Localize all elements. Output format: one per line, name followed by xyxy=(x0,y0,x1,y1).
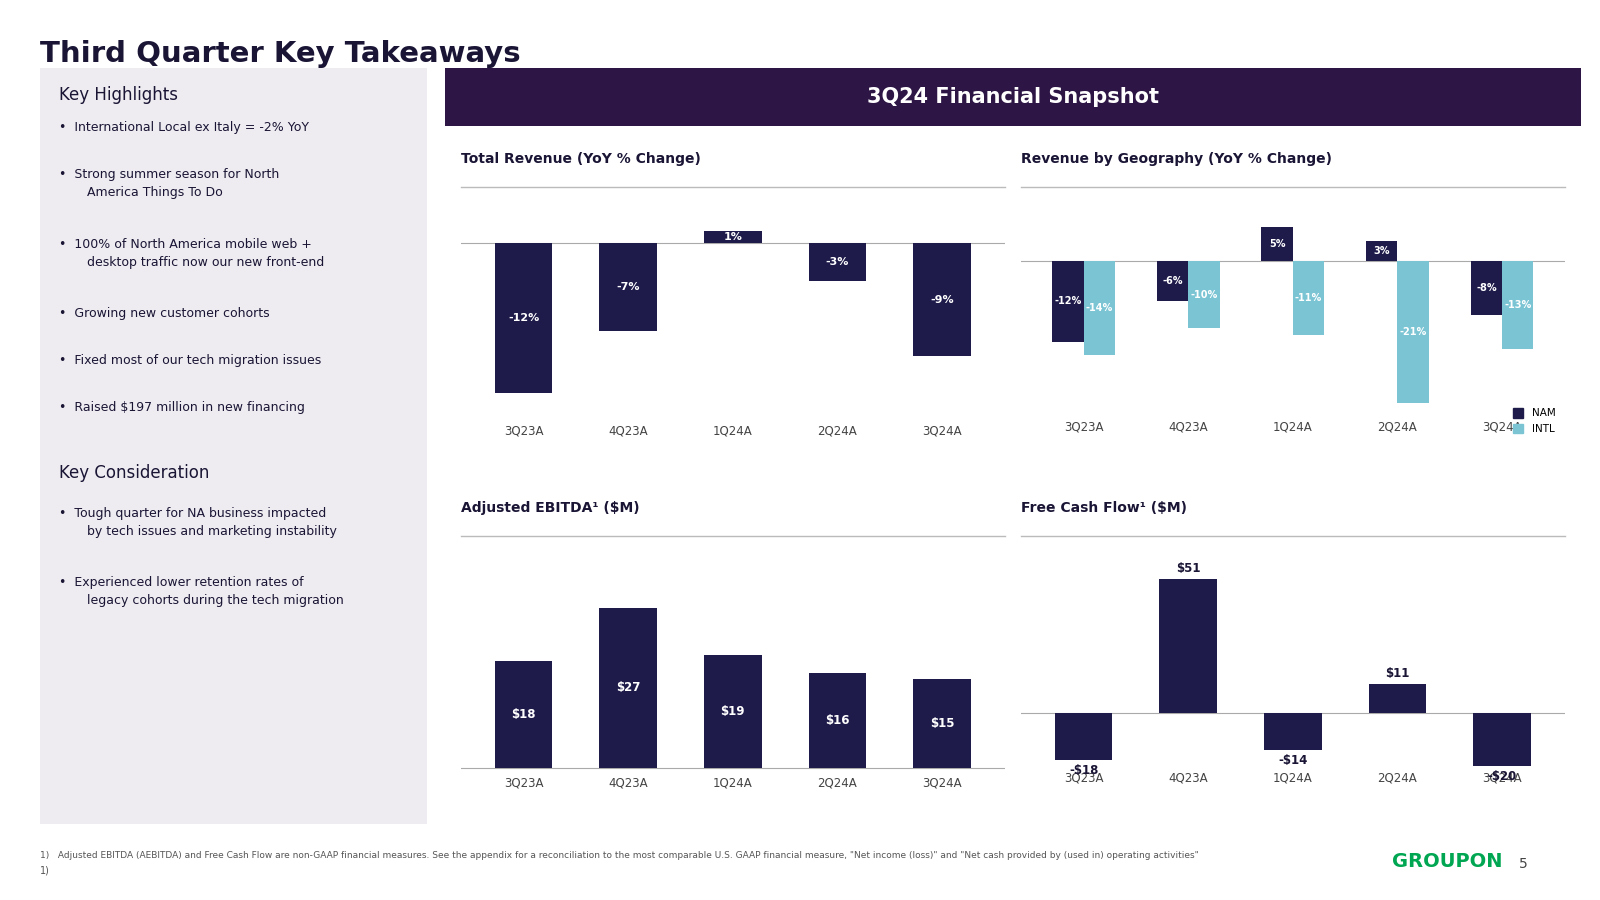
Text: Free Cash Flow¹ ($M): Free Cash Flow¹ ($M) xyxy=(1021,501,1187,515)
Text: $51: $51 xyxy=(1176,562,1200,575)
Bar xyxy=(1160,579,1218,713)
Text: 1)   Adjusted EBITDA (AEBITDA) and Free Cash Flow are non-GAAP financial measure: 1) Adjusted EBITDA (AEBITDA) and Free Ca… xyxy=(40,850,1198,860)
Bar xyxy=(704,231,762,243)
Text: -10%: -10% xyxy=(1190,290,1218,300)
Bar xyxy=(1397,261,1429,402)
Text: Revenue by Geography (YoY % Change): Revenue by Geography (YoY % Change) xyxy=(1021,152,1331,166)
Text: Key Highlights: Key Highlights xyxy=(59,86,178,104)
Bar xyxy=(600,243,658,331)
Text: •  Strong summer season for North
       America Things To Do: • Strong summer season for North America… xyxy=(59,168,280,199)
Text: -3%: -3% xyxy=(826,257,850,267)
Text: 4Q23A: 4Q23A xyxy=(608,424,648,437)
Text: 2Q24A: 2Q24A xyxy=(1378,420,1418,433)
Text: 4Q23A: 4Q23A xyxy=(608,776,648,789)
Text: $19: $19 xyxy=(720,706,746,718)
Text: 2Q24A: 2Q24A xyxy=(818,424,858,437)
Legend: NAM, INTL: NAM, INTL xyxy=(1509,404,1560,438)
Bar xyxy=(1502,261,1533,348)
Text: -11%: -11% xyxy=(1294,293,1322,303)
Bar xyxy=(494,662,552,769)
Bar xyxy=(600,608,658,769)
Text: -14%: -14% xyxy=(1086,303,1114,313)
Bar xyxy=(494,243,552,393)
Text: 4Q23A: 4Q23A xyxy=(1168,771,1208,784)
Bar xyxy=(808,673,866,769)
Text: -13%: -13% xyxy=(1504,300,1531,310)
Text: -9%: -9% xyxy=(930,294,954,304)
Text: •  100% of North America mobile web +
       desktop traffic now our new front-e: • 100% of North America mobile web + des… xyxy=(59,238,325,268)
Bar xyxy=(1368,684,1426,713)
Text: 1Q24A: 1Q24A xyxy=(1274,420,1312,433)
Text: Adjusted EBITDA¹ ($M): Adjusted EBITDA¹ ($M) xyxy=(461,501,640,515)
Bar xyxy=(1293,261,1325,335)
Text: •  Fixed most of our tech migration issues: • Fixed most of our tech migration issue… xyxy=(59,354,322,366)
Text: -$20: -$20 xyxy=(1488,770,1517,783)
Text: -6%: -6% xyxy=(1162,276,1182,286)
Bar xyxy=(1366,240,1397,261)
Text: -$18: -$18 xyxy=(1069,764,1098,778)
Text: 1Q24A: 1Q24A xyxy=(1274,771,1312,784)
Bar xyxy=(1470,261,1502,315)
Bar xyxy=(1474,713,1531,766)
Text: Key Consideration: Key Consideration xyxy=(59,464,210,482)
Text: $27: $27 xyxy=(616,681,640,695)
Text: 4Q23A: 4Q23A xyxy=(1168,420,1208,433)
Bar xyxy=(704,655,762,769)
Text: Total Revenue (YoY % Change): Total Revenue (YoY % Change) xyxy=(461,152,701,166)
Text: 3Q23A: 3Q23A xyxy=(504,776,544,789)
Text: 3Q23A: 3Q23A xyxy=(504,424,544,437)
Bar xyxy=(1054,713,1112,760)
Text: -12%: -12% xyxy=(1054,296,1082,307)
Text: 3Q24A: 3Q24A xyxy=(1482,771,1522,784)
Text: $16: $16 xyxy=(826,714,850,727)
Text: 1%: 1% xyxy=(723,232,742,242)
Text: 5: 5 xyxy=(1520,857,1528,871)
Text: 1): 1) xyxy=(40,866,50,876)
Bar xyxy=(1053,261,1083,342)
Text: •  Experienced lower retention rates of
       legacy cohorts during the tech mi: • Experienced lower retention rates of l… xyxy=(59,576,344,607)
Text: •  Raised $197 million in new financing: • Raised $197 million in new financing xyxy=(59,400,306,413)
Text: •  Growing new customer cohorts: • Growing new customer cohorts xyxy=(59,307,270,320)
Text: -7%: -7% xyxy=(616,283,640,293)
Bar xyxy=(1261,227,1293,261)
Text: -$14: -$14 xyxy=(1278,754,1307,767)
Text: 3Q24A: 3Q24A xyxy=(922,776,962,789)
Bar xyxy=(914,243,971,356)
Text: 3%: 3% xyxy=(1373,246,1390,256)
Text: 1Q24A: 1Q24A xyxy=(714,776,752,789)
Text: -21%: -21% xyxy=(1400,327,1427,337)
Text: $11: $11 xyxy=(1386,667,1410,680)
Text: 3Q23A: 3Q23A xyxy=(1064,771,1104,784)
Text: •  Tough quarter for NA business impacted
       by tech issues and marketing in: • Tough quarter for NA business impacted… xyxy=(59,507,338,537)
Text: -8%: -8% xyxy=(1477,283,1496,293)
Text: •  International Local ex Italy = -2% YoY: • International Local ex Italy = -2% YoY xyxy=(59,122,309,134)
Text: $15: $15 xyxy=(930,717,954,730)
Text: 3Q24A: 3Q24A xyxy=(922,424,962,437)
Text: 3Q24 Financial Snapshot: 3Q24 Financial Snapshot xyxy=(867,86,1158,107)
Bar xyxy=(808,243,866,281)
Text: 1Q24A: 1Q24A xyxy=(714,424,752,437)
Text: $18: $18 xyxy=(512,708,536,721)
Bar xyxy=(1083,261,1115,356)
Text: 5%: 5% xyxy=(1269,239,1285,249)
Bar xyxy=(914,679,971,769)
Bar xyxy=(1157,261,1189,302)
Bar xyxy=(1189,261,1219,328)
Text: GROUPON: GROUPON xyxy=(1392,852,1502,871)
Text: 3Q23A: 3Q23A xyxy=(1064,420,1104,433)
Bar xyxy=(1264,713,1322,750)
Text: Third Quarter Key Takeaways: Third Quarter Key Takeaways xyxy=(40,40,520,68)
Text: 3Q24A: 3Q24A xyxy=(1482,420,1522,433)
Text: -12%: -12% xyxy=(507,313,539,323)
Text: 2Q24A: 2Q24A xyxy=(818,776,858,789)
Text: 2Q24A: 2Q24A xyxy=(1378,771,1418,784)
